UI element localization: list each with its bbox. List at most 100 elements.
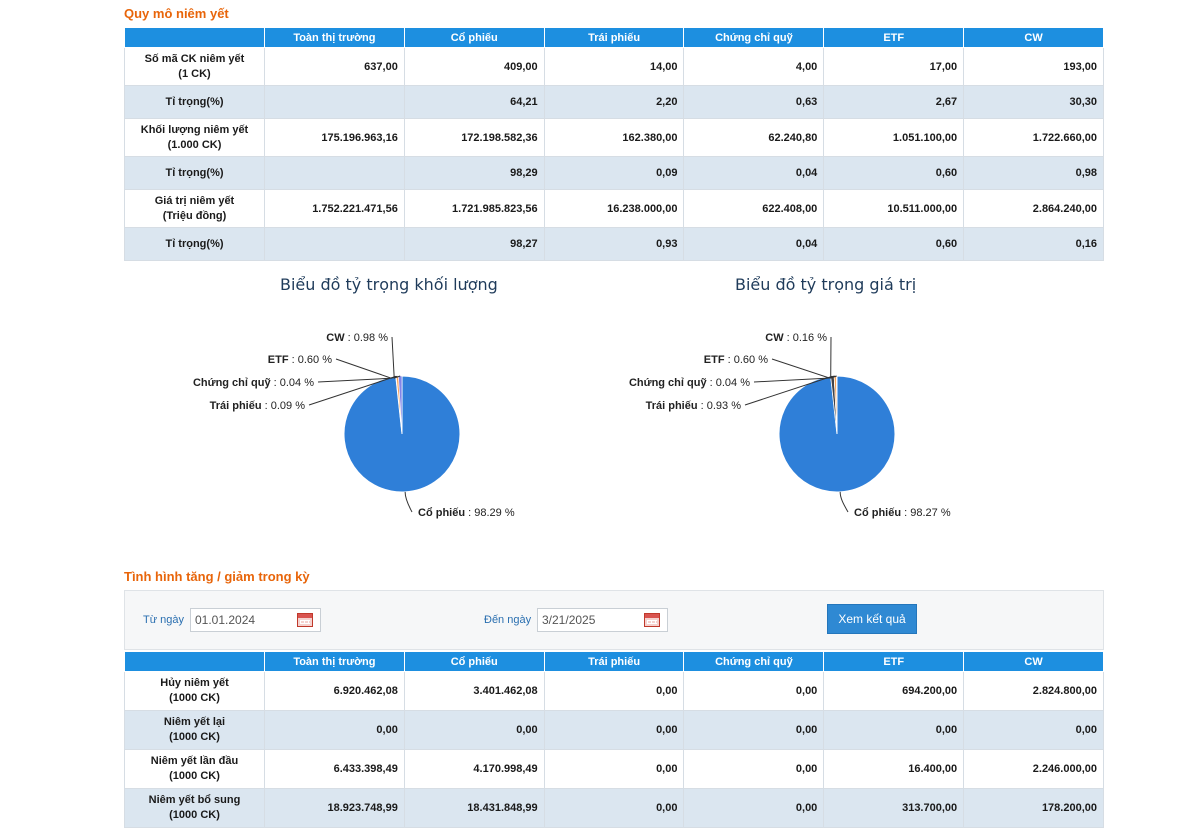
slice-data-label: ETF : 0.60 % — [704, 354, 768, 366]
calendar-icon[interactable] — [644, 613, 660, 627]
row-label-line: Giá trị niêm yết — [154, 194, 235, 207]
value-cell: 1.722.660,00 — [963, 118, 1104, 157]
value-cell: 313.700,00 — [823, 788, 965, 828]
value-cell: 193,00 — [963, 47, 1104, 86]
value-cell: 18.431.848,99 — [403, 788, 545, 828]
table-row: Giá trị niêm yết (Triệu đồng) 1.752.221.47… — [124, 189, 1104, 228]
row-label-line: (1 CK) — [178, 67, 211, 80]
column-header: Toàn thị trường — [264, 27, 405, 48]
column-header: Trái phiếu — [543, 651, 685, 672]
value-cell: 0,98 — [963, 156, 1104, 190]
column-header: CW — [963, 651, 1104, 672]
value-cell: 0,00 — [823, 710, 965, 750]
row-label-line: (1000 CK) — [169, 809, 220, 821]
value-cell: 18.923.748,99 — [264, 788, 405, 828]
row-label: Giá trị niêm yết (Triệu đồng) — [124, 189, 265, 228]
value-cell: 2.246.000,00 — [963, 749, 1104, 789]
value-cell: 30,30 — [963, 85, 1104, 119]
column-header: Toàn thị trường — [264, 651, 405, 672]
slice-data-label: ETF : 0.60 % — [268, 354, 332, 366]
value-cell: 6.920.462,08 — [264, 671, 405, 711]
column-header: Cổ phiếu — [403, 27, 545, 48]
value-cell: 0,00 — [543, 749, 685, 789]
row-label: Tỉ trọng(%) — [124, 227, 265, 261]
value-cell: 694.200,00 — [823, 671, 965, 711]
listing-scale-table: Toàn thị trường Cổ phiếu Trái phiếu Chứng c… — [124, 27, 1104, 261]
value-cell: 0,00 — [683, 788, 825, 828]
calendar-icon[interactable] — [297, 613, 313, 627]
row-label: Niêm yết lần đầu (1000 CK) — [124, 749, 265, 789]
header-empty-cell — [124, 651, 265, 672]
table-row: Niêm yết bổ sung (1000 CK) 18.923.748,99 18… — [124, 788, 1104, 828]
table-header-row: Toàn thị trường Cổ phiếu Trái phiếu Chứng c… — [124, 27, 1104, 48]
row-label-line: Niêm yết lại — [163, 716, 226, 728]
slice-data-label: Cổ phiếu : 98.27 % — [854, 507, 951, 519]
slice-data-label: Trái phiếu : 0.93 % — [646, 400, 742, 412]
slice-data-label: CW : 0.16 % — [765, 332, 827, 344]
connector-line — [335, 358, 398, 379]
row-label-line: Tỉ trọng(%) — [165, 166, 224, 179]
slice-data-label: CW : 0.98 % — [326, 332, 388, 344]
table-row: Tỉ trọng(%) 64,21 2,20 0,63 2,67 30,30 — [124, 85, 1104, 119]
value-cell: 3.401.462,08 — [403, 671, 545, 711]
row-label-line: Khối lượng niêm yết — [140, 123, 249, 136]
from-date-input[interactable] — [190, 608, 321, 632]
row-label-line: Tỉ trọng(%) — [165, 95, 224, 108]
table-header-row: Toàn thị trường Cổ phiếu Trái phiếu Chứng c… — [124, 651, 1104, 672]
value-cell: 4.170.998,49 — [403, 749, 545, 789]
value-cell: 162.380,00 — [543, 118, 685, 157]
table-row: Niêm yết lại (1000 CK) 0,00 0,00 0,00 0,00 0,0… — [124, 710, 1104, 750]
from-date-label: Từ ngày — [143, 614, 184, 626]
volume-chart-title: Biểu đồ tỷ trọng khối lượng — [280, 275, 498, 294]
value-cell: 0,09 — [543, 156, 685, 190]
value-cell: 2.864.240,00 — [963, 189, 1104, 228]
value-cell: 0,00 — [683, 671, 825, 711]
table-row: Tỉ trọng(%) 98,27 0,93 0,04 0,60 0,16 — [124, 227, 1104, 261]
value-cell: 409,00 — [403, 47, 545, 86]
row-label-line: Hủy niêm yết — [160, 677, 229, 689]
connector-line — [839, 491, 849, 513]
value-cell: 172.198.582,36 — [403, 118, 545, 157]
table-row: Hủy niêm yết (1000 CK) 6.920.462,08 3.401.4… — [124, 671, 1104, 711]
column-header: Chứng chỉ quỹ — [683, 27, 825, 48]
slice-data-label: Cổ phiếu : 98.29 % — [418, 507, 515, 519]
period-change-table: Toàn thị trường Cổ phiếu Trái phiếu Chứng c… — [124, 651, 1104, 828]
value-cell: 0,60 — [823, 227, 965, 261]
row-label-line: Niêm yết bổ sung — [148, 794, 241, 806]
value-cell: 0,00 — [264, 710, 405, 750]
value-cell: 0,16 — [963, 227, 1104, 261]
row-label-line: Tỉ trọng(%) — [165, 237, 224, 250]
column-header: Chứng chỉ quỹ — [683, 651, 825, 672]
value-cell: 0,00 — [683, 710, 825, 750]
value-cell: 62.240,80 — [683, 118, 825, 157]
column-header: ETF — [823, 651, 965, 672]
value-cell: 98,29 — [403, 156, 545, 190]
value-cell: 1.721.985.823,56 — [403, 189, 545, 228]
value-cell: 0,93 — [543, 227, 685, 261]
value-chart-title: Biểu đồ tỷ trọng giá trị — [735, 275, 917, 294]
connector-line — [771, 358, 836, 379]
value-cell: 98,27 — [403, 227, 545, 261]
value-cell — [264, 227, 405, 261]
row-label: Niêm yết bổ sung (1000 CK) — [124, 788, 265, 828]
row-label-line: (1000 CK) — [169, 770, 220, 782]
slice-data-label: Chứng chỉ quỹ : 0.04 % — [629, 377, 750, 389]
value-cell: 2,67 — [823, 85, 965, 119]
row-label: Tỉ trọng(%) — [124, 156, 265, 190]
row-label-line: (1.000 CK) — [167, 138, 222, 151]
value-cell: 178.200,00 — [963, 788, 1104, 828]
value-cell: 0,00 — [543, 710, 685, 750]
value-cell: 2.824.800,00 — [963, 671, 1104, 711]
header-empty-cell — [124, 27, 265, 48]
connector-line — [830, 336, 837, 379]
value-cell: 6.433.398,49 — [264, 749, 405, 789]
column-header: CW — [963, 27, 1104, 48]
value-cell: 0,60 — [823, 156, 965, 190]
value-cell: 10.511.000,00 — [823, 189, 965, 228]
view-results-button[interactable]: Xem kết quả — [827, 604, 917, 634]
row-label: Số mã CK niêm yết (1 CK) — [124, 47, 265, 86]
value-cell: 637,00 — [264, 47, 405, 86]
value-cell: 16.238.000,00 — [543, 189, 685, 228]
value-cell: 16.400,00 — [823, 749, 965, 789]
